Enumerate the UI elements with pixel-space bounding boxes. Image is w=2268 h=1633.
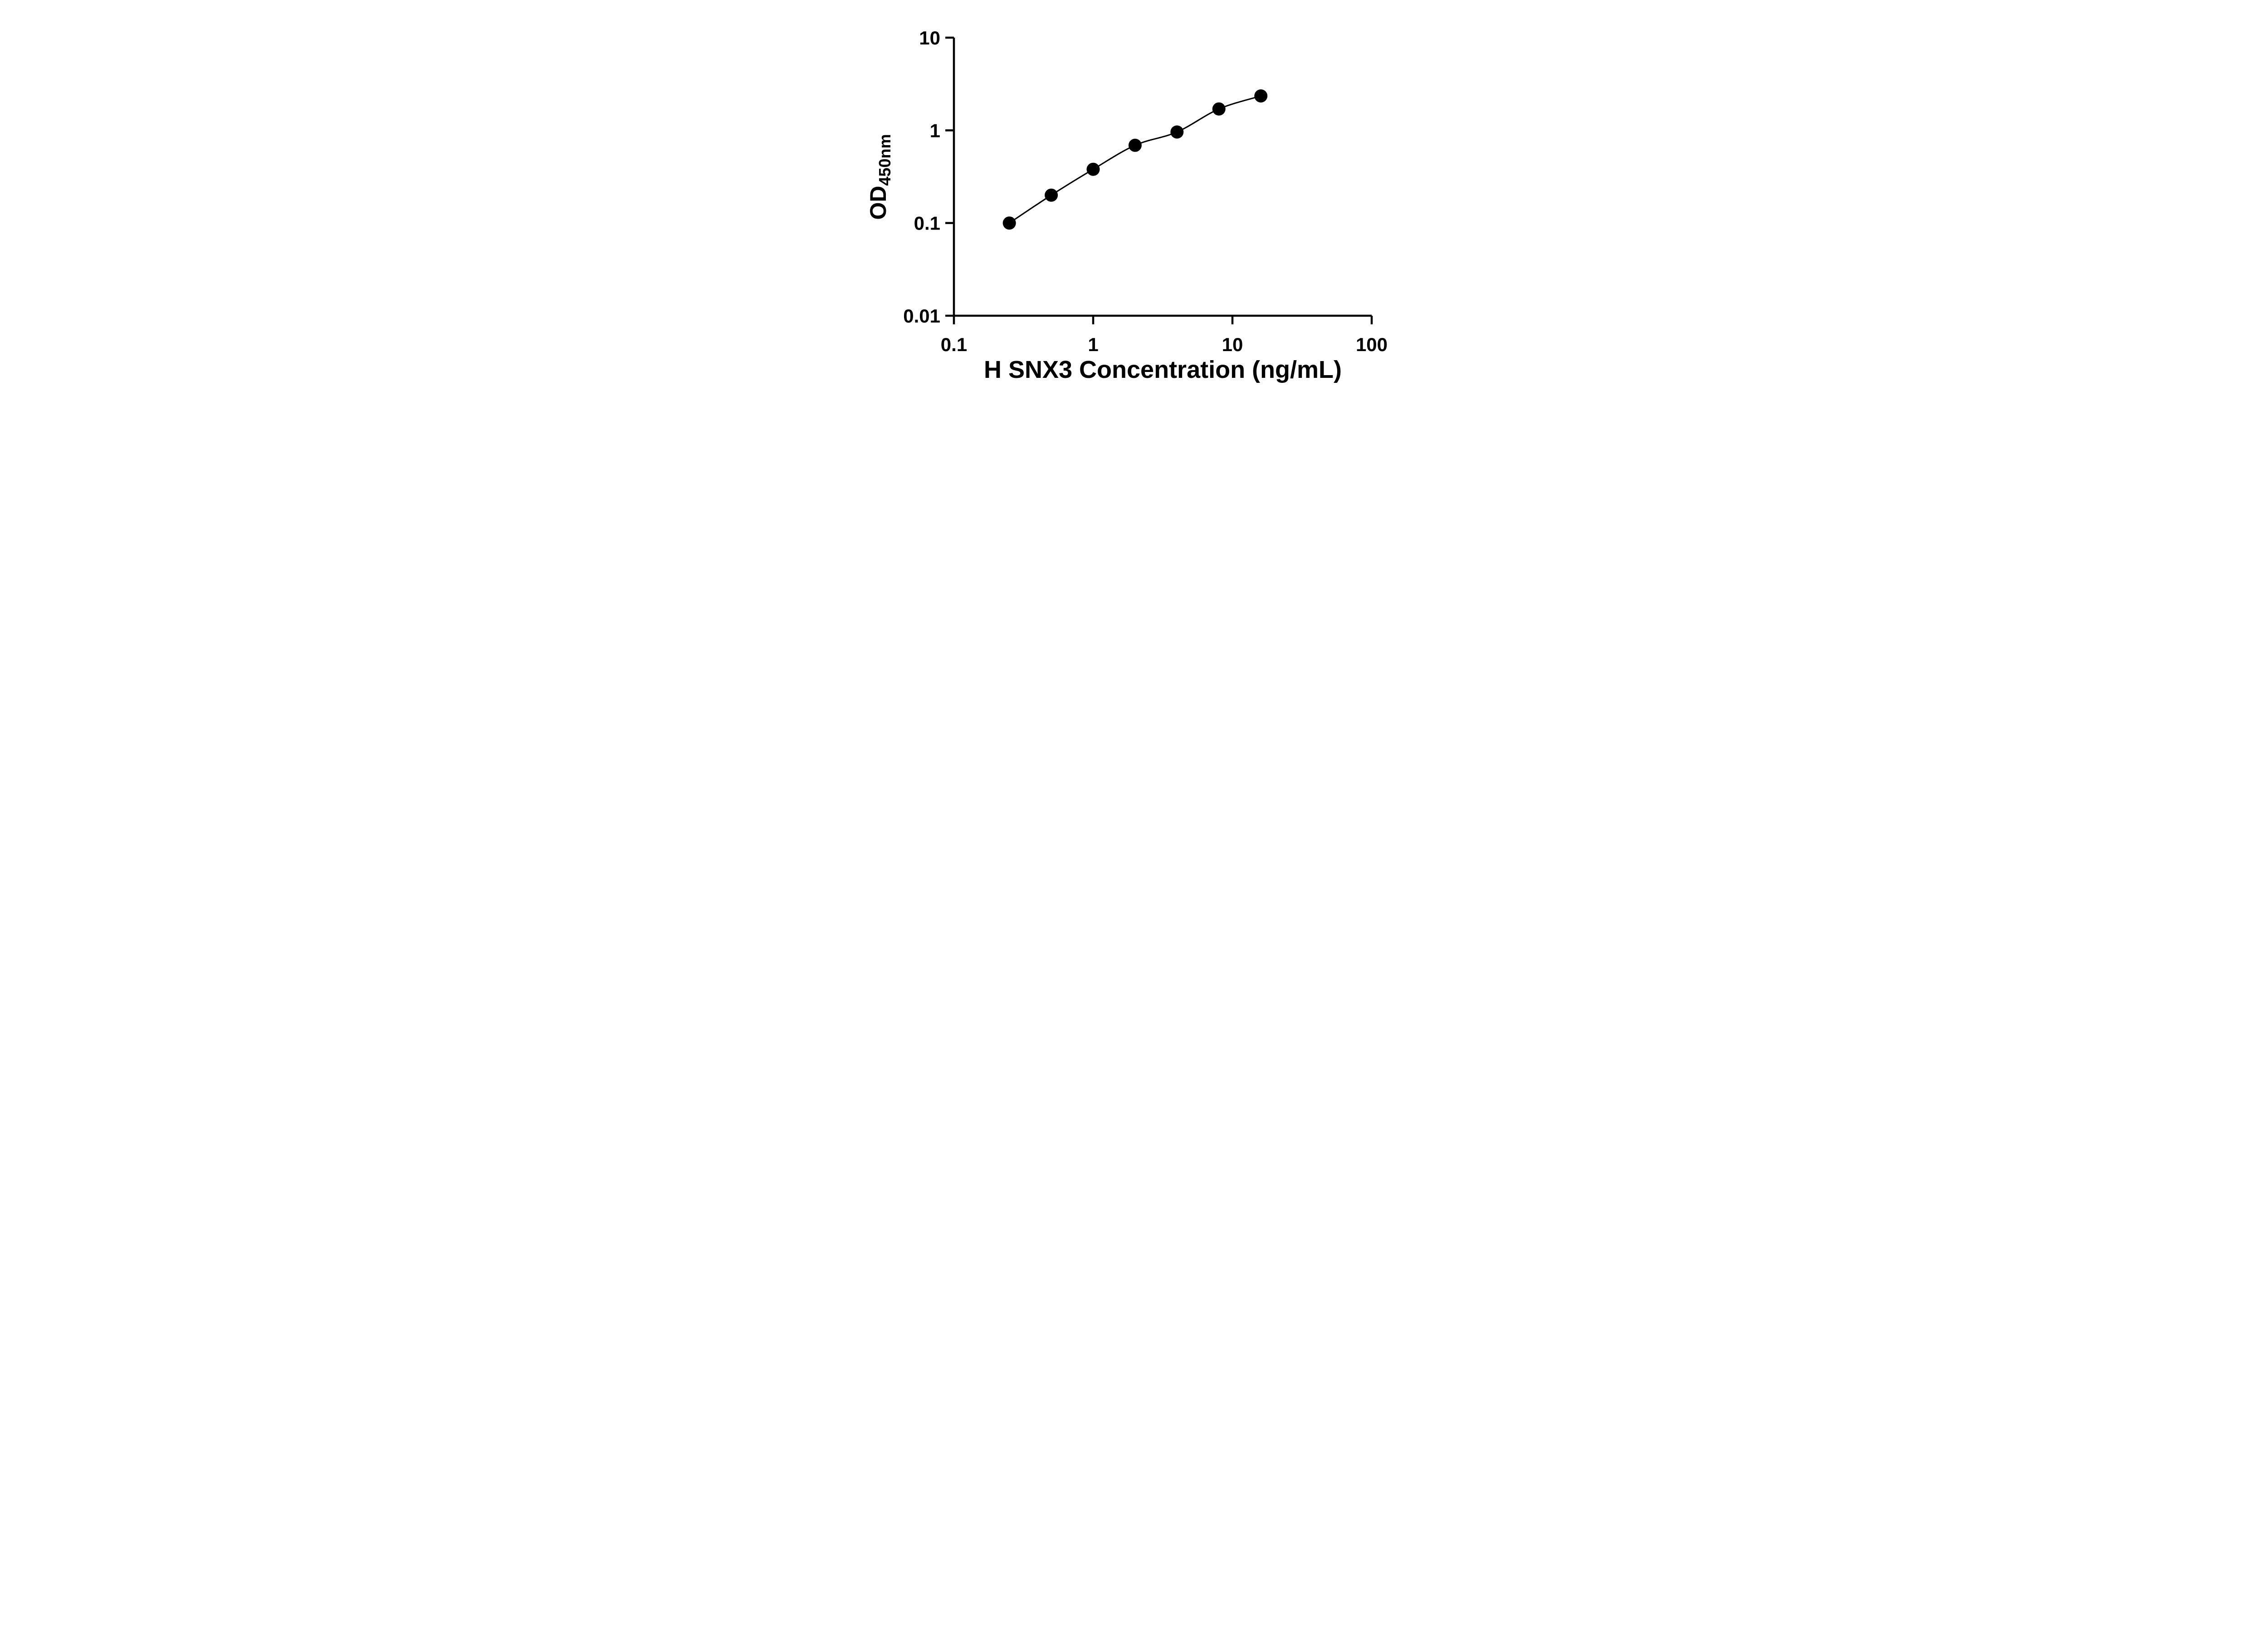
elisa-standard-curve-figure: 10 1 0.1 0.01 0.1 1 10 100 H SNX3 Concentration … (842, 0, 1426, 408)
data-point (1002, 216, 1016, 230)
data-point (1254, 89, 1267, 103)
data-point (1170, 125, 1183, 139)
y-axis-title-subscript: 450nm (875, 134, 894, 186)
data-point (1128, 138, 1142, 152)
x-tick-label: 100 (1355, 334, 1387, 355)
y-tick-label: 0.01 (903, 305, 940, 327)
x-tick-label: 0.1 (940, 334, 967, 355)
y-tick-label: 1 (929, 120, 940, 141)
x-tick-label: 10 (1222, 334, 1243, 355)
data-point (1212, 102, 1226, 116)
x-axis-title: H SNX3 Concentration (ng/mL) (983, 356, 1341, 383)
data-point (1086, 162, 1100, 176)
y-axis-title-main: OD (865, 186, 891, 220)
fit-curve (1008, 95, 1261, 224)
axes (953, 38, 1372, 317)
y-tick-label: 0.1 (914, 213, 940, 234)
y-tick-label: 10 (919, 27, 940, 49)
x-tick-label: 1 (1088, 334, 1098, 355)
data-point (1044, 188, 1058, 202)
y-axis-title: OD450nm (865, 134, 894, 220)
